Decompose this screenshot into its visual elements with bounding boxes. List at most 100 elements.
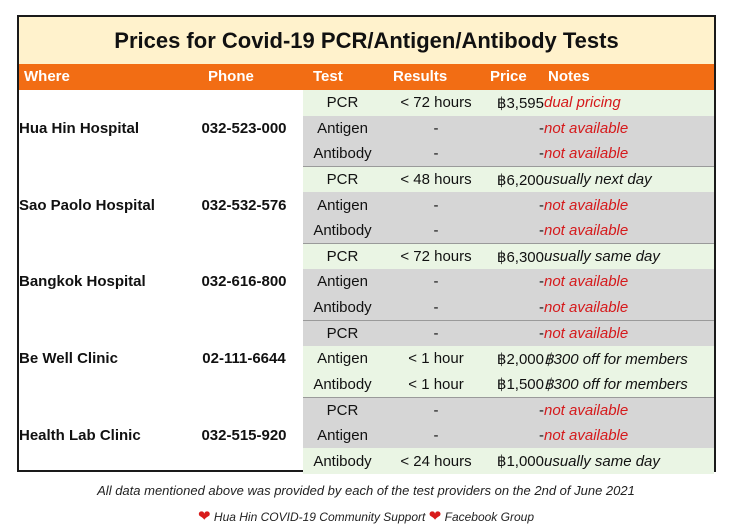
column-header-phone: Phone bbox=[208, 68, 254, 85]
table-row: Sao Paolo Hospital 032-532-576 PCR < 48 hou… bbox=[19, 166, 714, 214]
test-name: PCR bbox=[303, 397, 382, 423]
test-price: - bbox=[490, 192, 544, 218]
provider-name: Be Well Clinic bbox=[19, 350, 118, 368]
column-header-where: Where bbox=[24, 68, 70, 85]
test-price: ฿2,000 bbox=[490, 345, 544, 372]
test-price: ฿3,595 bbox=[490, 90, 544, 116]
provider-name: Bangkok Hospital bbox=[19, 273, 146, 291]
result-time: < 48 hours bbox=[382, 166, 490, 193]
community-group-name: Hua Hin COVID-19 Community Support bbox=[213, 510, 426, 524]
provider-phone: 032-523-000 bbox=[201, 119, 287, 137]
test-name: PCR bbox=[303, 320, 382, 346]
test-price: - bbox=[490, 217, 544, 245]
result-time: - bbox=[382, 397, 490, 423]
test-price: - bbox=[490, 115, 544, 142]
test-price: - bbox=[490, 397, 544, 423]
test-name: Antigen bbox=[303, 115, 382, 142]
test-price: ฿6,300 bbox=[490, 243, 544, 270]
test-notes: usually same day bbox=[544, 243, 714, 270]
price-table-frame: Prices for Covid-19 PCR/Antigen/Antibody… bbox=[17, 15, 716, 474]
test-notes: dual pricing bbox=[544, 90, 714, 116]
test-price: - bbox=[490, 269, 544, 295]
test-notes: not available bbox=[544, 397, 714, 423]
test-name: Antigen bbox=[303, 192, 382, 218]
test-notes: not available bbox=[544, 269, 714, 295]
facebook-group-label: Facebook Group bbox=[444, 510, 534, 524]
column-header-test: Test bbox=[313, 68, 343, 85]
test-price: - bbox=[490, 422, 544, 449]
table-row: Antigen - - not available bbox=[19, 422, 714, 449]
result-time: < 1 hour bbox=[382, 345, 490, 372]
test-notes: ฿300 off for members bbox=[544, 345, 714, 372]
test-price: ฿6,200 bbox=[490, 166, 544, 193]
column-header-price: Price bbox=[490, 68, 527, 85]
table-row: Antigen - - not available bbox=[19, 269, 714, 295]
table-row: Antibody < 1 hour ฿1,500 ฿300 off for membe… bbox=[19, 371, 714, 398]
provider-name: Health Lab Clinic bbox=[19, 427, 141, 445]
test-name: PCR bbox=[303, 90, 382, 116]
test-price: - bbox=[490, 320, 544, 346]
test-notes: not available bbox=[544, 320, 714, 346]
test-name: Antibody bbox=[303, 448, 382, 474]
result-time: - bbox=[382, 422, 490, 449]
table-row: Health Lab Clinic 032-515-920 PCR - - not ava… bbox=[19, 397, 714, 444]
provider-name: Hua Hin Hospital bbox=[19, 119, 140, 137]
table-row: Be Well Clinic 02-111-6644 PCR - - not availa… bbox=[19, 320, 714, 367]
result-time: - bbox=[382, 141, 490, 168]
table-row: Antigen - - not available bbox=[19, 115, 714, 142]
test-name: PCR bbox=[303, 243, 382, 270]
test-name: Antigen bbox=[303, 345, 382, 372]
result-time: - bbox=[382, 320, 490, 346]
result-time: - bbox=[382, 294, 490, 321]
test-name: Antigen bbox=[303, 269, 382, 295]
result-time: < 72 hours bbox=[382, 90, 490, 116]
test-name: Antigen bbox=[303, 422, 382, 449]
table-row: Bangkok Hospital 032-616-800 PCR < 72 hours… bbox=[19, 243, 714, 290]
table-row: Antigen < 1 hour ฿2,000 ฿300 off for member… bbox=[19, 345, 714, 372]
test-notes: not available bbox=[544, 115, 714, 142]
table-row: Hua Hin Hospital 032-523-000 PCR < 72 hours… bbox=[19, 90, 714, 137]
provider-phone: 02-111-6644 bbox=[202, 350, 286, 368]
column-header-results: Results bbox=[393, 68, 448, 85]
footer-credit: ❤ Hua Hin COVID-19 Community Support ❤ F… bbox=[0, 507, 732, 525]
result-time: < 1 hour bbox=[382, 371, 490, 398]
table-row: Antibody - - not available bbox=[19, 217, 714, 245]
table-row: Antibody < 24 hours ฿1,000 usually same day bbox=[19, 448, 714, 474]
test-name: Antibody bbox=[303, 217, 382, 245]
provider-phone: 032-515-920 bbox=[201, 427, 287, 445]
test-notes: not available bbox=[544, 141, 714, 168]
test-name: Antibody bbox=[303, 371, 382, 398]
test-notes: not available bbox=[544, 192, 714, 218]
test-price: - bbox=[490, 294, 544, 321]
test-name: Antibody bbox=[303, 141, 382, 168]
test-notes: not available bbox=[544, 422, 714, 449]
test-name: PCR bbox=[303, 166, 382, 193]
table-row: Antigen - - not available bbox=[19, 192, 714, 218]
test-price: ฿1,500 bbox=[490, 371, 544, 398]
test-price: - bbox=[490, 141, 544, 168]
test-notes: ฿300 off for members bbox=[544, 371, 714, 398]
provider-phone: 032-616-800 bbox=[201, 273, 287, 291]
heart-icon: ❤ bbox=[198, 508, 211, 525]
result-time: < 24 hours bbox=[382, 448, 490, 474]
result-time: - bbox=[382, 269, 490, 295]
table-title: Prices for Covid-19 PCR/Antigen/Antibody… bbox=[19, 17, 714, 64]
column-header-notes: Notes bbox=[548, 68, 590, 85]
test-notes: usually next day bbox=[544, 166, 714, 193]
test-notes: not available bbox=[544, 294, 714, 321]
result-time: - bbox=[382, 217, 490, 245]
table-row: Antibody - - not available bbox=[19, 294, 714, 321]
heart-icon: ❤ bbox=[428, 508, 442, 525]
test-notes: not available bbox=[544, 217, 714, 245]
result-time: - bbox=[382, 115, 490, 142]
result-time: - bbox=[382, 192, 490, 218]
test-price: ฿1,000 bbox=[490, 448, 544, 474]
provider-name: Sao Paolo Hospital bbox=[19, 196, 155, 214]
provider-phone: 032-532-576 bbox=[201, 196, 287, 214]
footer-disclaimer: All data mentioned above was provided by… bbox=[97, 483, 635, 498]
table-row: Antibody - - not available bbox=[19, 141, 714, 168]
test-notes: usually same day bbox=[544, 448, 714, 474]
result-time: < 72 hours bbox=[382, 243, 490, 270]
price-table: Hua Hin Hospital 032-523-000 PCR < 72 hours… bbox=[19, 90, 714, 474]
test-name: Antibody bbox=[303, 294, 382, 321]
